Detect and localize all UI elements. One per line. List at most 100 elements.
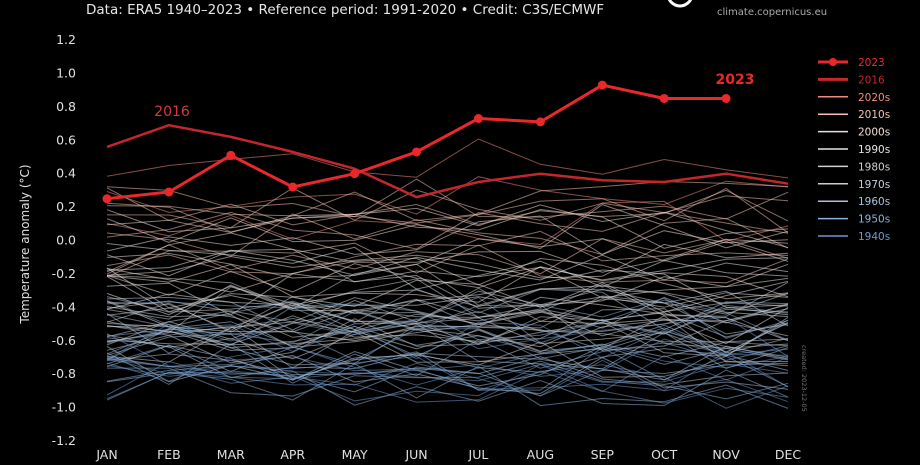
year-line-1970s xyxy=(106,316,789,364)
year-line-1980s xyxy=(106,317,789,360)
year-line-1940s xyxy=(106,333,789,377)
series-point-2023 xyxy=(473,114,483,124)
year-line-1980s xyxy=(106,263,789,310)
highlight-series: 2016 2023 xyxy=(102,72,789,204)
x-tick-label: MAY xyxy=(342,447,368,462)
y-tick-label: 1.2 xyxy=(56,32,76,47)
y-tick-label: -0.2 xyxy=(52,266,76,281)
x-tick-label: JUN xyxy=(404,447,427,462)
year-line-2000s xyxy=(106,243,789,279)
x-axis: JAN FEB MAR APR MAY JUN JUL AUG SEP OCT NOV DEC xyxy=(95,447,801,462)
year-line-2000s xyxy=(106,208,789,249)
year-line-1940s xyxy=(106,364,789,409)
y-tick-label: -0.6 xyxy=(52,333,76,348)
y-tick-label: -0.4 xyxy=(52,299,76,314)
year-line-1940s xyxy=(106,357,789,403)
year-line-2010s xyxy=(106,211,789,250)
year-line-2000s xyxy=(106,215,789,256)
series-line-2016 xyxy=(106,123,789,199)
series-point-2023 xyxy=(721,93,731,103)
year-line-2010s xyxy=(106,187,789,226)
legend-label-1960s: 1960s xyxy=(858,196,890,208)
legend-label-2023: 2023 xyxy=(858,57,885,69)
year-line-1960s xyxy=(106,333,789,380)
x-tick-label: SEP xyxy=(591,447,615,462)
legend-label-1980s: 1980s xyxy=(858,161,890,173)
year-line-1960s xyxy=(106,288,789,331)
series-point-2023 xyxy=(535,117,545,127)
year-line-1970s xyxy=(106,278,789,320)
year-line-2000s xyxy=(106,232,789,273)
y-axis: -1.2 -1.0 -0.8 -0.6 -0.4 -0.2 0.0 0.2 0.4 0.6 0.8 1… xyxy=(52,32,76,448)
year-line-1960s xyxy=(106,354,789,395)
logo-url: climate.copernicus.eu xyxy=(717,7,828,18)
year-line-1940s xyxy=(106,316,789,360)
y-axis-label: Temperature anomaly (°C) xyxy=(18,164,32,324)
year-line-2000s xyxy=(106,204,789,249)
x-tick-label: APR xyxy=(280,447,305,462)
year-line-1950s xyxy=(107,360,789,400)
year-line-1940s xyxy=(106,344,789,386)
year-line-1950s xyxy=(106,322,789,361)
legend-label-2016: 2016 xyxy=(858,74,885,86)
series-point-2023 xyxy=(288,182,298,192)
legend-label-2000s: 2000s xyxy=(858,127,890,139)
year-line-2010s xyxy=(106,178,789,220)
y-tick-label: 0.8 xyxy=(56,99,76,114)
year-line-1940s xyxy=(106,364,789,404)
year-line-1950s xyxy=(106,339,789,385)
x-tick-label: JAN xyxy=(95,447,117,462)
year-line-1940s xyxy=(106,321,789,360)
y-tick-label: 0.4 xyxy=(56,166,76,181)
legend-label-1990s: 1990s xyxy=(858,144,890,156)
year-line-2010s xyxy=(106,238,789,275)
series-point-2023 xyxy=(597,80,607,90)
x-tick-label: JUL xyxy=(468,447,489,462)
x-tick-label: DEC xyxy=(775,447,802,462)
legend-label-2010s: 2010s xyxy=(858,109,890,121)
year-line-1990s xyxy=(106,296,789,342)
year-line-1940s xyxy=(106,360,789,396)
year-line-1970s xyxy=(106,295,789,335)
year-line-1990s xyxy=(106,275,789,313)
year-line-1950s xyxy=(106,300,789,347)
year-line-1950s xyxy=(106,363,789,409)
legend-marker-2023 xyxy=(829,58,837,66)
y-tick-label: 0.0 xyxy=(56,233,76,248)
year-line-1970s xyxy=(106,288,789,331)
historical-year-lines xyxy=(106,138,789,409)
y-tick-label: 0.6 xyxy=(56,132,76,147)
year-line-1990s xyxy=(106,248,789,283)
y-tick-label: -1.2 xyxy=(52,433,76,448)
x-tick-label: OCT xyxy=(651,447,678,462)
year-line-1990s xyxy=(106,249,789,281)
y-tick-label: 0.2 xyxy=(56,199,76,214)
y-tick-label: -0.8 xyxy=(52,366,76,381)
year-line-2010s xyxy=(106,230,789,275)
series-point-2023 xyxy=(102,194,112,204)
x-tick-label: FEB xyxy=(157,447,181,462)
x-tick-label: AUG xyxy=(527,447,554,462)
year-line-2000s xyxy=(106,257,789,300)
series-point-2023 xyxy=(226,150,236,160)
legend-label-1940s: 1940s xyxy=(858,231,890,243)
series-point-2023 xyxy=(412,147,422,157)
legend-label-1970s: 1970s xyxy=(858,179,890,191)
legend: 2023 2016 2020s 2010s 2000s 1990s 1980s 1970s 19… xyxy=(818,57,890,243)
y-tick-label: 1.0 xyxy=(56,65,76,80)
y-tick-label: -1.0 xyxy=(52,400,76,415)
series-point-2023 xyxy=(350,169,360,179)
source-credit-line: Data: ERA5 1940–2023 • Reference period:… xyxy=(86,2,605,18)
year-line-2020s xyxy=(106,138,789,179)
legend-label-1950s: 1950s xyxy=(858,214,890,226)
x-tick-label: MAR xyxy=(217,447,245,462)
year-line-2000s xyxy=(106,204,789,250)
annotation-2016: 2016 xyxy=(154,104,190,120)
legend-label-2020s: 2020s xyxy=(858,92,890,104)
series-point-2023 xyxy=(659,93,669,103)
copernicus-logo-icon xyxy=(667,0,693,8)
year-line-1950s xyxy=(106,296,789,344)
series-point-2023 xyxy=(164,187,174,197)
year-line-2000s xyxy=(106,238,789,279)
